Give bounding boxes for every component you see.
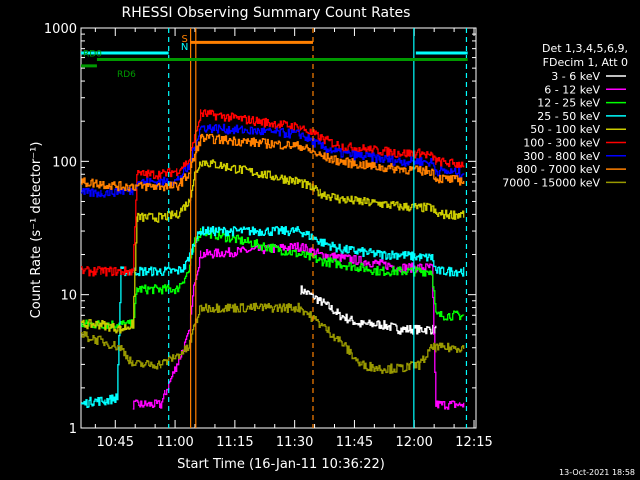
legend-entry-label: 300 - 800 keV xyxy=(523,150,600,163)
series-line-4 xyxy=(81,226,465,408)
x-tick-label: 11:45 xyxy=(336,435,373,450)
legend-header: FDecim 1, Att 0 xyxy=(543,56,628,69)
legend-entry-label: 25 - 50 keV xyxy=(537,110,600,123)
y-tick-label: 100 xyxy=(52,155,77,170)
series-line-7 xyxy=(81,123,465,198)
legend-entry-label: 3 - 6 keV xyxy=(551,70,600,83)
y-tick-label: 1000 xyxy=(44,22,77,37)
series-line-9 xyxy=(81,302,465,374)
generation-timestamp: 13-Oct-2021 18:58 xyxy=(559,468,635,477)
x-tick-label: 11:15 xyxy=(216,435,253,450)
x-tick-label: 11:30 xyxy=(276,435,313,450)
flag-letter: S xyxy=(181,34,187,45)
flag-label: RD0 xyxy=(83,50,102,60)
chart-title: RHESSI Observing Summary Count Rates xyxy=(122,5,411,21)
x-axis-label: Start Time (16-Jan-11 10:36:22) xyxy=(177,457,385,472)
series-line-8 xyxy=(81,133,465,192)
legend-entry-label: 6 - 12 keV xyxy=(544,83,600,96)
series-line-5 xyxy=(81,159,465,334)
legend-entry-label: 50 - 100 keV xyxy=(530,123,600,136)
series-line-3 xyxy=(81,228,465,330)
flag-label: RD6 xyxy=(117,70,136,80)
legend-entry-label: 100 - 300 keV xyxy=(523,137,600,150)
legend-header: Det 1,3,4,5,6,9, xyxy=(542,42,628,55)
x-tick-label: 10:45 xyxy=(97,435,134,450)
series-line-6 xyxy=(81,109,465,277)
plot-area: 1 10 100 1000 10:45 11:00 11:15 11:30 11:45 12:00… xyxy=(44,22,493,450)
legend: Det 1,3,4,5,6,9,FDecim 1, Att 03 - 6 keV… xyxy=(502,42,628,189)
legend-entry-label: 7000 - 15000 keV xyxy=(502,176,600,189)
plot-frame xyxy=(80,27,477,429)
series-group xyxy=(81,28,468,428)
y-axis-label: Count Rate (s⁻¹ detector⁻¹) xyxy=(29,142,44,319)
y-tick-label: 1 xyxy=(69,422,77,437)
x-tick-label: 11:00 xyxy=(156,435,193,450)
series-line-2 xyxy=(132,242,465,410)
flag-letter: N xyxy=(181,42,188,53)
y-tick-label: 10 xyxy=(60,289,77,304)
x-tick-label: 12:15 xyxy=(455,435,492,450)
legend-entry-label: 12 - 25 keV xyxy=(537,97,600,110)
legend-entry-label: 800 - 7000 keV xyxy=(516,163,600,176)
x-tick-label: 12:00 xyxy=(395,435,432,450)
